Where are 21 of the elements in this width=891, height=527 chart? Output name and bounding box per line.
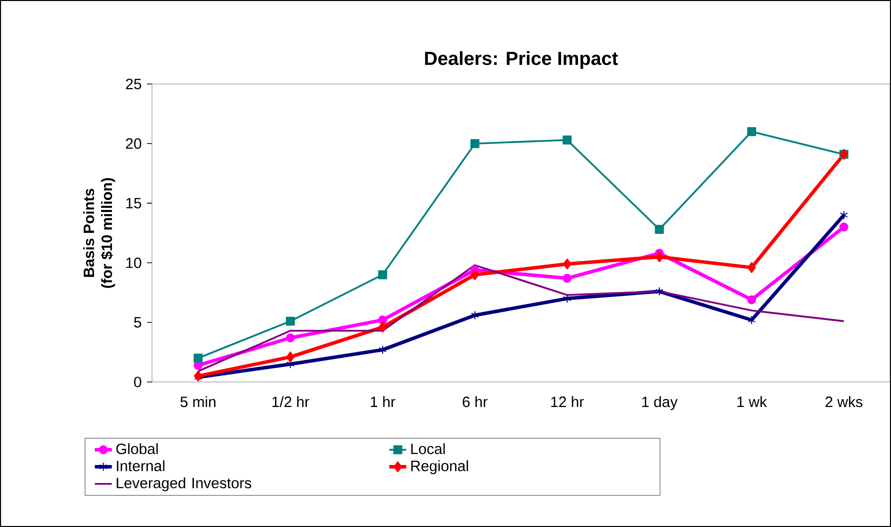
- legend-label: Local: [411, 443, 445, 454]
- legend-label: Leveraged Investors: [116, 477, 252, 492]
- legend-label: Regional: [411, 460, 468, 474]
- x-tick-label: 12 hr: [551, 396, 584, 407]
- x-tick-label: 2 wks: [826, 396, 862, 408]
- x-tick-label: 6 hr: [462, 396, 488, 408]
- legend-label: Global: [116, 443, 158, 454]
- chart-title: Dealers: Price Impact: [425, 51, 618, 69]
- y-tick-label: 10: [126, 257, 142, 268]
- legend-label: Internal: [116, 460, 164, 472]
- y-axis-title: Basis Points (for $10 million): [83, 178, 116, 288]
- y-tick-label: 0: [134, 376, 142, 388]
- x-tick-label: 1/2 hr: [272, 396, 310, 408]
- x-tick-label: 1 hr: [370, 396, 396, 407]
- y-tick-label: 20: [126, 138, 142, 149]
- x-tick-label: 1 day: [642, 396, 678, 410]
- x-tick-label: 1 wk: [737, 396, 767, 407]
- y-tick-label: 5: [134, 317, 142, 328]
- x-tick-label: 5 min: [180, 396, 216, 408]
- y-tick-label: 25: [126, 78, 142, 90]
- y-tick-label: 15: [126, 198, 142, 208]
